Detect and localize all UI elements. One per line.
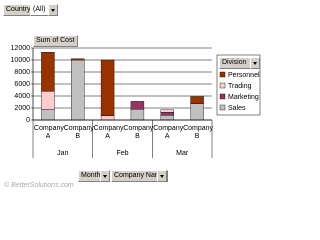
x-tick-label: Company A xyxy=(93,125,124,140)
dropdown-arrow[interactable] xyxy=(250,57,260,69)
legend-title-button[interactable]: Division xyxy=(219,57,251,69)
y-tick-label: 0 xyxy=(26,117,30,124)
bar-segment xyxy=(71,58,85,61)
legend-label: Sales xyxy=(228,105,246,112)
legend-swatch xyxy=(219,93,226,100)
pivot-chart: 0 2000 4000 6000 8000 10000 12000 Personnel Trad… xyxy=(3,4,261,189)
bar-segment xyxy=(41,90,55,110)
dropdown-arrow[interactable] xyxy=(157,170,167,182)
bar-segment xyxy=(160,111,174,116)
bar-segment xyxy=(130,108,145,121)
legend-swatch xyxy=(219,104,226,111)
page-field-value[interactable]: (All) xyxy=(30,4,50,16)
chart: 0 2000 4000 6000 8000 10000 12000 Personnel Trad… xyxy=(11,45,261,158)
bar-segment xyxy=(41,108,55,121)
legend-swatch xyxy=(219,71,226,78)
bar-segment xyxy=(100,115,115,121)
bar-segment xyxy=(41,52,55,92)
y-tick-label: 4000 xyxy=(14,93,30,100)
y-tick-label: 8000 xyxy=(14,69,30,76)
data-field-button[interactable]: Sum of Cost xyxy=(33,35,78,47)
x-tick-label: Company B xyxy=(63,125,94,140)
bar-segment xyxy=(190,103,204,121)
y-tick-label: 10000 xyxy=(11,57,31,64)
legend-label: Personnel xyxy=(228,72,260,79)
y-tick-label: 2000 xyxy=(14,105,30,112)
group-label: Feb xyxy=(116,150,129,157)
bar-segment xyxy=(100,59,115,116)
bar-segment xyxy=(71,59,85,121)
bar-segment xyxy=(160,109,174,113)
row-field-button[interactable]: Company Name xyxy=(111,170,168,182)
legend-swatch xyxy=(219,82,226,89)
y-tick-label: 12000 xyxy=(11,45,31,52)
bar-segment xyxy=(160,114,174,121)
x-tick-label: Company A xyxy=(33,125,64,140)
x-tick-label: Company B xyxy=(183,125,214,140)
bar-segment xyxy=(190,96,204,104)
watermark: © BetterSolutions.com xyxy=(4,182,74,189)
dropdown-arrow[interactable] xyxy=(48,4,58,16)
group-label: Mar xyxy=(176,150,189,157)
dropdown-arrow[interactable] xyxy=(100,170,110,182)
x-tick-label: Company A xyxy=(153,125,184,140)
x-tick-label: Company B xyxy=(123,125,154,140)
y-tick-label: 6000 xyxy=(14,81,30,88)
page-field-button[interactable]: Country xyxy=(3,4,34,16)
bar-segment xyxy=(130,101,145,110)
legend-label: Marketing xyxy=(228,94,259,101)
legend-label: Trading xyxy=(228,83,252,90)
group-label: Jan xyxy=(57,150,69,157)
